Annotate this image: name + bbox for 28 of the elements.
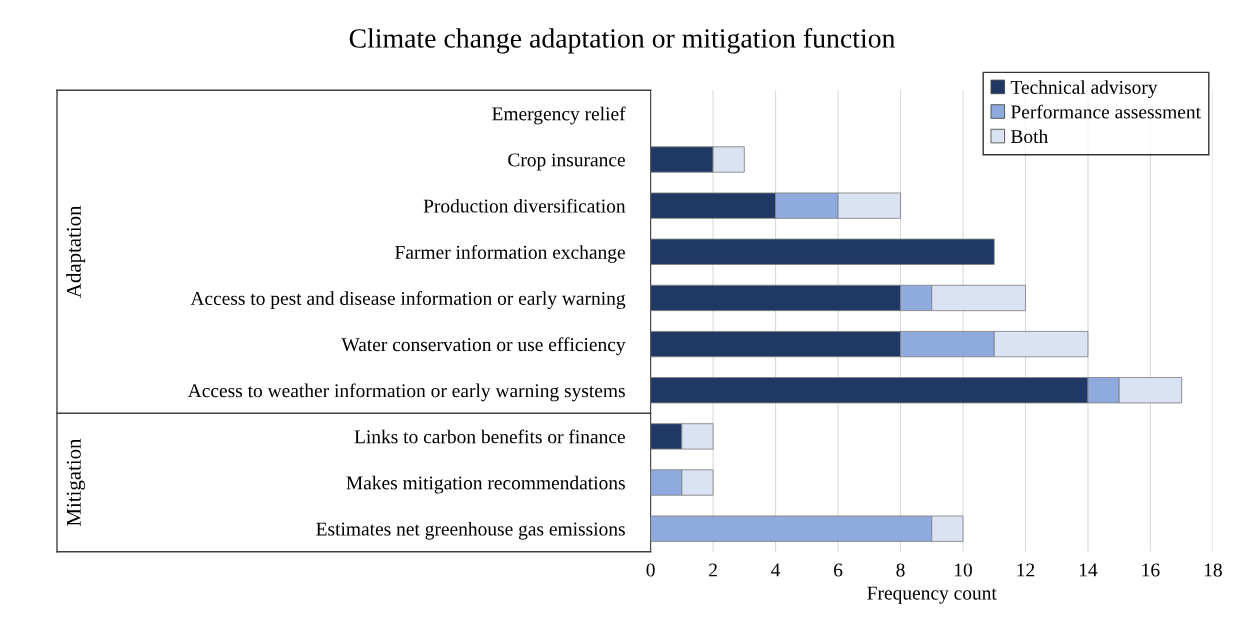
y-tick-label: Access to pest and disease information or early warning — [190, 291, 626, 309]
chart-title: Climate change adaptation or mitigation function — [349, 27, 896, 54]
x-axis-title: Frequency count — [867, 586, 997, 604]
y-tick-label: Links to carbon benefits or finance — [354, 429, 625, 444]
text: Mitigation — [66, 438, 86, 526]
y-tick-label: Access to weather information or early warning systems — [187, 383, 625, 402]
y-tick-label: Crop insurance — [508, 153, 625, 171]
x-tick-label: 10 — [954, 563, 972, 577]
x-tick-label: 4 — [771, 563, 781, 577]
legend-label: Both — [1010, 129, 1048, 144]
x-tick-label: 0 — [646, 563, 655, 577]
legend-label: Technical advisory — [1010, 80, 1158, 98]
legend-label: Performance assessment — [1010, 104, 1201, 119]
y-tick-label: Makes mitigation recommendations — [346, 475, 625, 494]
x-tick-label: 12 — [1017, 563, 1035, 577]
y-tick-label: Water conservation or use efficiency — [341, 337, 626, 356]
y-tick-label: Estimates net greenhouse gas emissions — [316, 521, 625, 540]
bar — [650, 238, 995, 265]
x-tick-label: 2 — [709, 563, 717, 577]
y-tick-label: Production diversification — [423, 198, 626, 213]
x-tick-label: 8 — [896, 563, 905, 577]
x-tick-label: 14 — [1079, 563, 1098, 577]
text: Adaptation — [66, 205, 86, 298]
y-tick-label: Farmer information exchange — [395, 244, 625, 263]
y-tick-label: Emergency relief — [492, 106, 626, 125]
x-tick-label: 18 — [1204, 563, 1222, 577]
x-tick-label: 6 — [834, 563, 843, 577]
x-tick-label: 16 — [1142, 563, 1160, 577]
